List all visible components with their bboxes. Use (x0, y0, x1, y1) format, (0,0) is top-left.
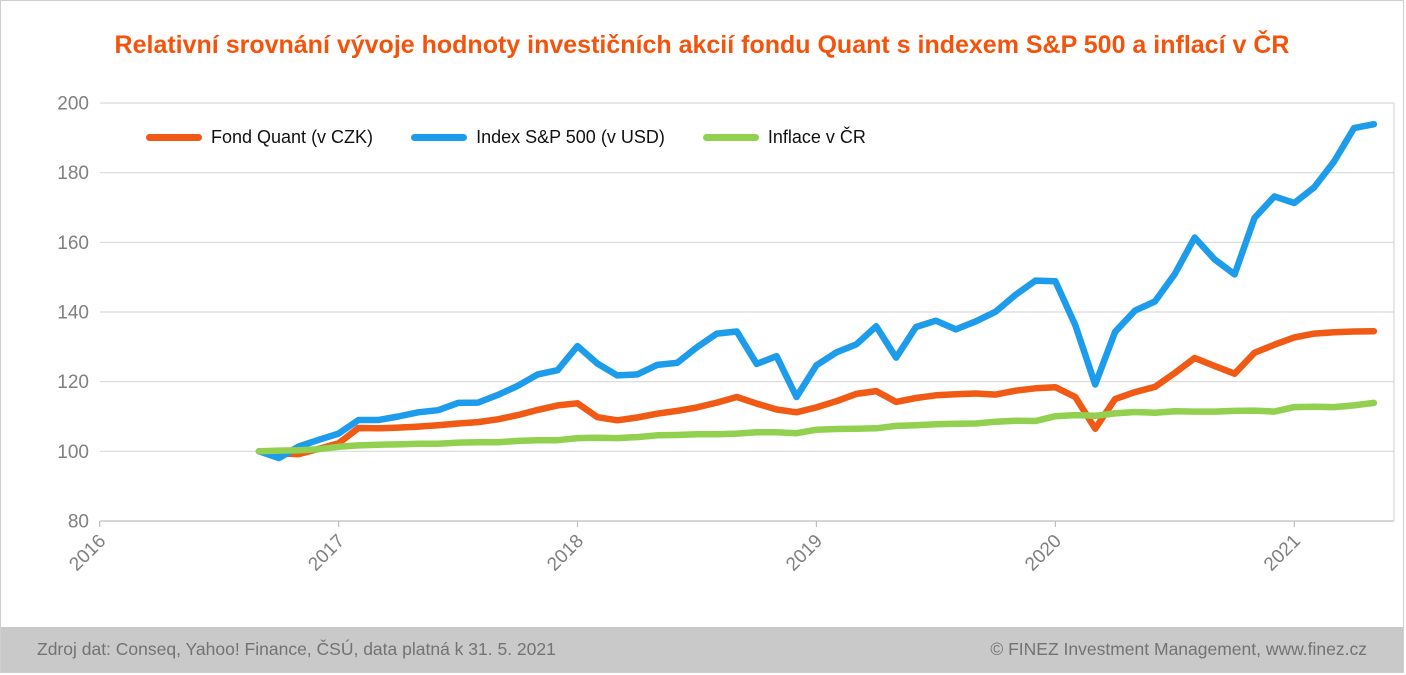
x-axis-year-label: 2018 (543, 531, 588, 576)
legend-item-inflace: Inflace v ČR (702, 127, 866, 148)
legend-swatch-sp500 (411, 134, 468, 141)
footer-copyright-text: © FINEZ Investment Management, www.finez… (990, 639, 1367, 659)
series-line-fond_quant (255, 327, 1378, 458)
series-line-index_sp500 (255, 120, 1378, 462)
x-axis-year-label: 2016 (65, 531, 110, 576)
x-axis-year-label: 2021 (1260, 531, 1305, 576)
chart-title: Relativní srovnání vývoje hodnoty invest… (114, 31, 1290, 59)
series-line-inflace_cr (255, 399, 1378, 455)
x-axis-year-label: 2019 (782, 531, 827, 576)
legend-label-sp500: Index S&P 500 (v USD) (476, 127, 665, 147)
legend-swatch-inflace (702, 134, 759, 141)
y-axis-label: 80 (68, 512, 89, 533)
chart-legend: Fond Quant (v CZK) Index S&P 500 (v USD)… (146, 127, 866, 148)
footer-source-text: Zdroj dat: Conseq, Yahoo! Finance, ČSÚ, … (37, 639, 556, 659)
y-axis-label: 140 (57, 303, 89, 324)
y-axis-label: 120 (57, 372, 89, 393)
x-axis-year-label: 2017 (304, 531, 349, 576)
footer-bar: Zdroj dat: Conseq, Yahoo! Finance, ČSÚ, … (1, 627, 1403, 672)
y-axis-label: 200 (57, 94, 89, 115)
legend-label-fond-quant: Fond Quant (v CZK) (211, 127, 374, 147)
legend-label-inflace: Inflace v ČR (767, 127, 866, 147)
legend-item-fond-quant: Fond Quant (v CZK) (146, 127, 373, 148)
y-axis-label: 100 (57, 442, 89, 463)
y-axis-label: 180 (57, 163, 89, 184)
y-axis-label: 160 (57, 233, 89, 254)
legend-swatch-fond-quant (146, 134, 202, 141)
x-axis-year-label: 2020 (1021, 531, 1066, 576)
legend-item-sp500: Index S&P 500 (v USD) (411, 127, 665, 148)
